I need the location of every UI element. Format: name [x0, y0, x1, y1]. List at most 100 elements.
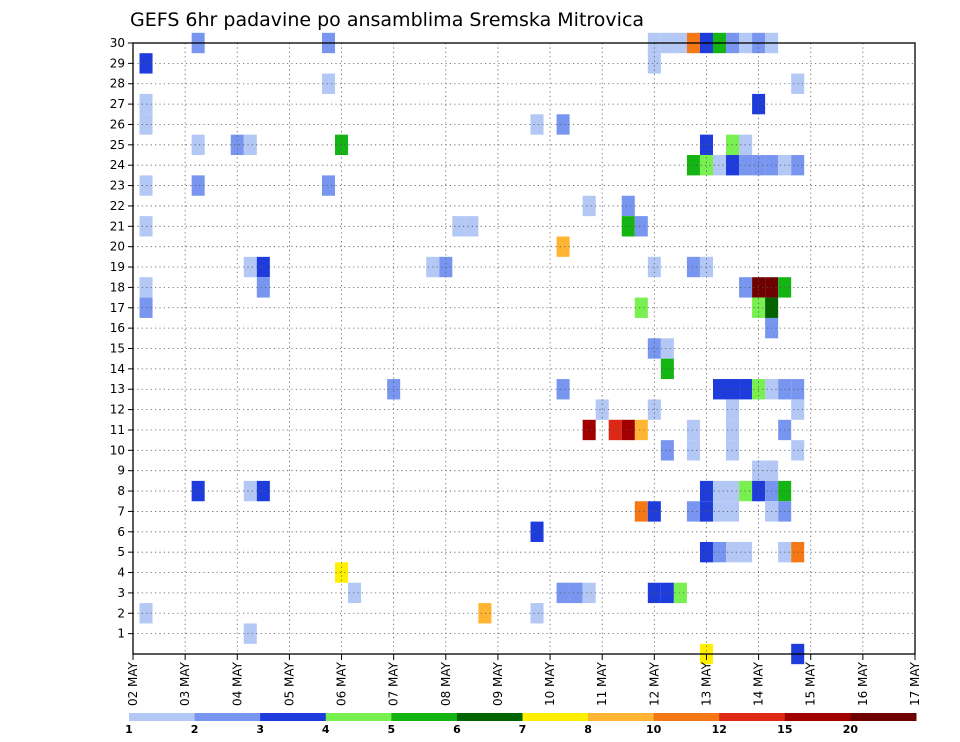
colorbar-swatch [194, 713, 261, 721]
colorbar-swatch [653, 713, 720, 721]
colorbar-label: 7 [519, 723, 527, 736]
colorbar-label: 12 [712, 723, 727, 736]
y-tick-label: 6 [117, 525, 125, 539]
x-tick-label: 09 MAY [491, 661, 505, 706]
heatmap-cell [712, 501, 727, 522]
x-tick-label: 02 MAY [126, 661, 140, 706]
heatmap-cell [243, 256, 257, 278]
heatmap-cell [647, 338, 661, 359]
x-tick-label: 13 MAY [699, 661, 713, 706]
colorbar-label: 3 [256, 723, 264, 736]
heatmap-cell [243, 134, 257, 156]
x-tick-label: 06 MAY [335, 661, 349, 706]
heatmap-cell [191, 175, 205, 196]
heatmap-cell [686, 419, 700, 441]
heatmap-cell [191, 480, 205, 502]
y-tick-label: 22 [110, 199, 125, 213]
heatmap-cell [660, 440, 674, 461]
heatmap-cell [686, 501, 700, 522]
y-tick-label: 28 [110, 77, 125, 91]
y-tick-label: 14 [110, 362, 125, 376]
colorbar-swatch [260, 713, 327, 721]
heatmap-cell [243, 480, 257, 502]
heatmap-cell [243, 623, 257, 644]
heatmap-cell [139, 216, 153, 237]
x-tick-label: 05 MAY [282, 661, 296, 706]
heatmap-cell [556, 582, 570, 604]
y-tick-label: 25 [110, 138, 125, 152]
heatmap-cell [660, 358, 674, 380]
heatmap-cell [660, 338, 674, 359]
heatmap-cell [256, 480, 270, 502]
y-tick-label: 23 [110, 179, 125, 193]
y-tick-label: 5 [117, 545, 125, 559]
heatmap-cell [139, 603, 153, 624]
x-tick-label: 12 MAY [647, 661, 661, 706]
heatmap-cell [348, 582, 362, 604]
y-tick-label: 26 [110, 117, 125, 131]
colorbar-swatch [325, 713, 392, 721]
heatmap-cell [139, 93, 153, 115]
colorbar: 1 2 3 4 5 6 7 8 10 12 15 20 [125, 713, 917, 736]
x-tick-label: 07 MAY [387, 661, 401, 706]
y-tick-label: 29 [110, 56, 125, 70]
heatmap-cell [139, 53, 153, 74]
heatmap-cell [647, 399, 661, 420]
heatmap-cell [699, 501, 713, 522]
heatmap-cell [634, 501, 648, 522]
heatmap-cell [686, 256, 700, 278]
y-tick-label: 16 [110, 321, 125, 335]
heatmap-cell [569, 582, 583, 604]
heatmap-cell [686, 440, 700, 461]
heatmap-cell [699, 480, 713, 502]
heatmap-cell [256, 256, 270, 278]
y-tick-label: 12 [110, 403, 125, 417]
x-tick-label: 03 MAY [178, 661, 192, 706]
heatmap-cell [647, 501, 661, 522]
colorbar-label: 15 [777, 723, 792, 736]
colorbar-label: 10 [646, 723, 662, 736]
colorbar-swatch [522, 713, 589, 721]
grid-layer [133, 42, 915, 654]
heatmap-cell [582, 419, 596, 441]
x-tick-label: 10 MAY [543, 661, 557, 706]
heatmap-cell [582, 582, 596, 604]
x-tick-label: 16 MAY [856, 661, 870, 706]
colorbar-label: 8 [584, 723, 592, 736]
colorbar-swatch [850, 713, 917, 721]
y-tick-label: 19 [110, 260, 125, 274]
y-tick-label: 13 [110, 382, 125, 396]
x-tick-label: 11 MAY [595, 661, 609, 706]
y-tick-label: 15 [110, 342, 125, 356]
heatmap-cell [191, 134, 205, 156]
heatmap-cell [608, 419, 622, 441]
y-tick-label: 27 [110, 97, 125, 111]
colorbar-swatch [588, 713, 655, 721]
heatmap-cell [699, 155, 713, 176]
y-tick-label: 10 [110, 443, 125, 457]
heatmap-cell [660, 582, 674, 604]
heatmap-cell [647, 53, 661, 74]
colorbar-label: 5 [388, 723, 396, 736]
heatmap-cell [530, 114, 544, 135]
heatmap-cell [699, 541, 713, 563]
heatmap-cell [712, 155, 727, 176]
heatmap-cell [712, 379, 727, 400]
heatmap-cell [634, 297, 648, 318]
heatmap-cell [256, 277, 270, 298]
y-tick-label: 11 [110, 423, 125, 437]
y-tick-label: 2 [117, 606, 125, 620]
heatmap-cell [634, 419, 648, 441]
y-tick-label: 17 [110, 301, 125, 315]
heatmap-cell [712, 480, 727, 502]
heatmap-cell [634, 216, 648, 237]
heatmap-cell [530, 603, 544, 624]
heatmap-cell [621, 195, 635, 217]
heatmap-cell [139, 277, 153, 298]
y-tick-label: 20 [110, 240, 125, 254]
y-tick-label: 24 [110, 158, 125, 172]
heatmap-cell [699, 256, 713, 278]
y-tick-label: 30 [110, 36, 125, 50]
heatmap-cell [712, 541, 727, 563]
heatmap-cell [139, 114, 153, 135]
